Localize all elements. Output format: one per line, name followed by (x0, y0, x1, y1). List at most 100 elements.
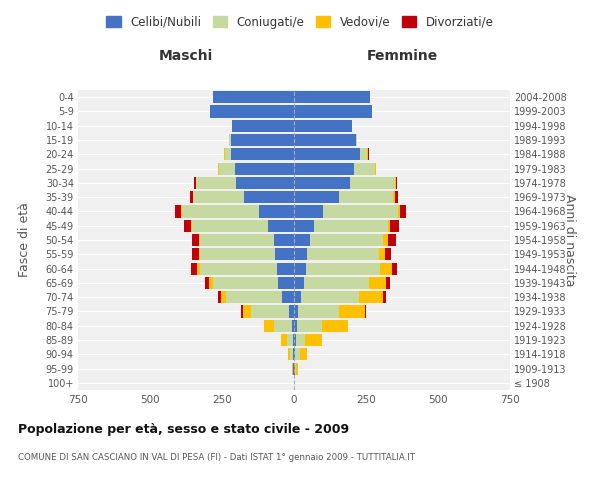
Bar (310, 234, 383, 246)
Bar (322, 320, 348, 332)
Bar (230, 148, 294, 160)
Bar (294, 106, 372, 118)
Bar (294, 134, 356, 146)
Bar (298, 306, 338, 318)
Bar (294, 162, 355, 174)
Bar (305, 262, 380, 274)
Bar (338, 306, 365, 318)
Bar (193, 191, 244, 203)
Bar (199, 248, 200, 260)
Bar (268, 220, 294, 232)
Bar (259, 206, 294, 218)
Bar (230, 134, 294, 146)
Bar (214, 91, 294, 103)
Bar (294, 248, 307, 260)
Bar (294, 177, 350, 189)
Bar (283, 291, 294, 303)
Bar (211, 106, 294, 118)
Bar (301, 291, 359, 303)
Bar (374, 162, 376, 174)
Bar (200, 234, 274, 246)
Bar (394, 191, 395, 203)
Bar (298, 320, 322, 332)
Bar (294, 306, 298, 318)
Bar (383, 291, 386, 303)
Bar (307, 248, 379, 260)
Bar (226, 291, 283, 303)
Text: COMUNE DI SAN CASCIANO IN VAL DI PESA (FI) - Dati ISTAT 1° gennaio 2009 - TUTTIT: COMUNE DI SAN CASCIANO IN VAL DI PESA (F… (18, 452, 415, 462)
Bar (289, 306, 294, 318)
Text: Anni di nascita: Anni di nascita (563, 194, 577, 286)
Bar (235, 162, 294, 174)
Bar (190, 191, 193, 203)
Bar (277, 262, 294, 274)
Bar (400, 206, 406, 218)
Bar (293, 348, 294, 360)
Bar (293, 334, 294, 346)
Bar (287, 334, 293, 346)
Bar (191, 262, 197, 274)
Bar (218, 291, 221, 303)
Bar (209, 277, 214, 289)
Bar (383, 234, 388, 246)
Bar (365, 306, 366, 318)
Bar (244, 191, 294, 203)
Bar (175, 206, 181, 218)
Bar (241, 306, 243, 318)
Bar (196, 177, 236, 189)
Bar (232, 120, 294, 132)
Bar (199, 234, 200, 246)
Bar (275, 248, 294, 260)
Bar (369, 277, 386, 289)
Bar (192, 234, 199, 246)
Bar (225, 148, 230, 160)
Bar (191, 220, 192, 232)
Bar (197, 262, 200, 274)
Bar (218, 162, 219, 174)
Bar (192, 220, 268, 232)
Bar (294, 191, 338, 203)
Bar (294, 148, 360, 160)
Bar (391, 220, 398, 232)
Bar (294, 362, 295, 374)
Bar (274, 320, 292, 332)
Bar (200, 262, 277, 274)
Bar (294, 262, 305, 274)
Bar (294, 220, 314, 232)
Bar (304, 277, 369, 289)
Bar (281, 334, 287, 346)
Bar (294, 320, 298, 332)
Text: Femmine: Femmine (367, 48, 437, 62)
Bar (395, 177, 397, 189)
Bar (243, 306, 251, 318)
Bar (395, 191, 398, 203)
Bar (219, 162, 235, 174)
Bar (350, 177, 395, 189)
Bar (386, 277, 389, 289)
Bar (356, 134, 358, 146)
Bar (229, 134, 230, 146)
Bar (294, 234, 310, 246)
Bar (221, 291, 226, 303)
Bar (392, 262, 397, 274)
Bar (398, 206, 400, 218)
Bar (294, 348, 295, 360)
Bar (294, 334, 296, 346)
Text: Popolazione per età, sesso e stato civile - 2009: Popolazione per età, sesso e stato civil… (18, 422, 349, 436)
Text: Fasce di età: Fasce di età (17, 202, 31, 278)
Bar (290, 348, 293, 360)
Bar (184, 220, 191, 232)
Bar (292, 320, 294, 332)
Bar (388, 220, 391, 232)
Bar (265, 320, 274, 332)
Bar (214, 277, 278, 289)
Bar (323, 206, 398, 218)
Bar (359, 291, 383, 303)
Bar (274, 234, 294, 246)
Bar (305, 334, 322, 346)
Bar (296, 334, 305, 346)
Bar (355, 162, 374, 174)
Bar (379, 248, 385, 260)
Bar (278, 277, 294, 289)
Bar (338, 191, 394, 203)
